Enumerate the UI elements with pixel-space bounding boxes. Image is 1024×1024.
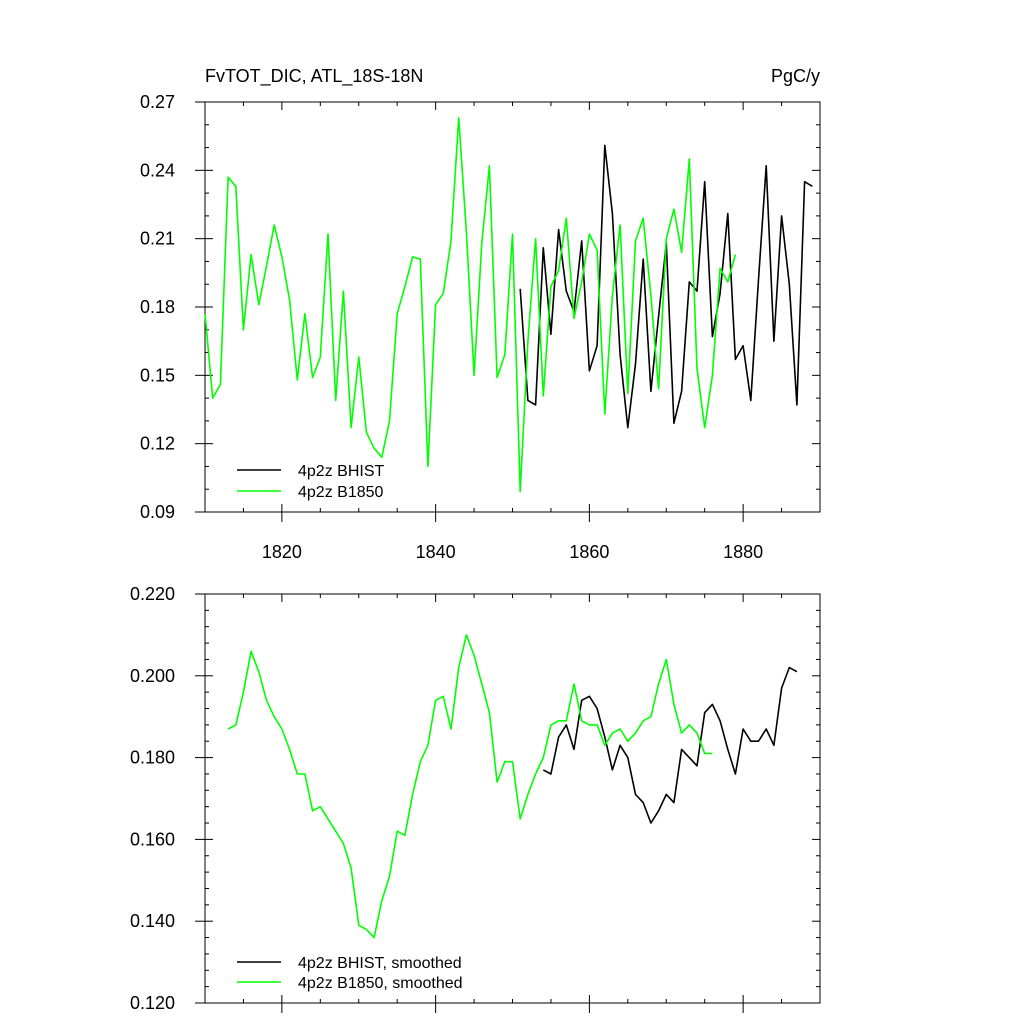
series-line-b1850 [227, 634, 713, 939]
legend-label-bhist-smoothed: 4p2z BHIST, smoothed [298, 955, 462, 972]
legend-label-bhist: 4p2z BHIST [298, 463, 384, 480]
x-tick-label: 1840 [416, 542, 456, 562]
y-tick-label: 0.180 [130, 748, 175, 768]
y-tick-label: 0.220 [130, 584, 175, 604]
top-panel: FvTOT_DIC, ATL_18S-18N PgC/y 1820 1840 186… [140, 66, 821, 562]
legend-label-b1850-smoothed: 4p2z B1850, smoothed [298, 975, 463, 992]
bottom-panel: 0.120 0.140 0.160 0.180 0.200 0.220 4p2z BHIS… [130, 584, 821, 1013]
y-tick-label: 0.140 [130, 911, 175, 931]
legend: 4p2z BHIST, smoothed 4p2z B1850, smoothe… [237, 955, 463, 992]
series-line-bhist [519, 144, 813, 429]
y-tick-label: 0.120 [130, 993, 175, 1013]
y-tick-label: 0.27 [140, 92, 175, 112]
y-tick-label: 0.12 [140, 434, 175, 454]
series-line-b1850 [204, 117, 737, 493]
x-tick-label: 1820 [262, 542, 302, 562]
x-tick-label: 1880 [723, 542, 763, 562]
series-line-bhist [542, 666, 798, 824]
plot-frame [204, 101, 821, 513]
plot-area: 1820 1840 1860 1880 0.09 0.12 0.15 0.18 0.21 0.24… [140, 92, 821, 562]
y-tick-label: 0.18 [140, 297, 175, 317]
chart-title: FvTOT_DIC, ATL_18S-18N [205, 66, 423, 87]
units-label: PgC/y [771, 66, 820, 86]
plot-area: 0.120 0.140 0.160 0.180 0.200 0.220 [130, 584, 821, 1013]
y-tick-label: 0.15 [140, 365, 175, 385]
plot-frame [204, 593, 821, 1004]
x-tick-label: 1860 [569, 542, 609, 562]
y-tick-label: 0.24 [140, 160, 175, 180]
legend-label-b1850: 4p2z B1850 [298, 484, 384, 501]
y-tick-label: 0.09 [140, 502, 175, 522]
y-tick-label: 0.160 [130, 829, 175, 849]
legend: 4p2z BHIST 4p2z B1850 [237, 463, 384, 501]
y-tick-label: 0.21 [140, 229, 175, 249]
y-tick-label: 0.200 [130, 666, 175, 686]
